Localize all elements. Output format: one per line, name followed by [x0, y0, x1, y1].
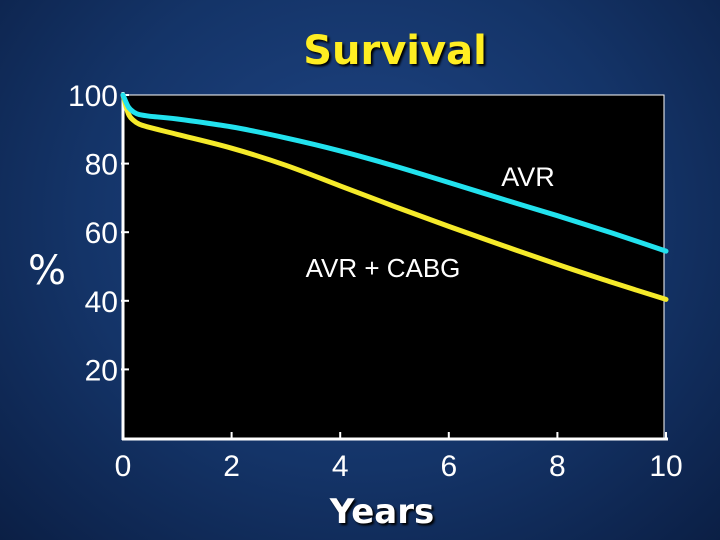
plot-area — [122, 94, 665, 439]
x-tick-label: 2 — [223, 450, 240, 483]
chart-title: Survival — [303, 28, 487, 74]
y-tick-label: 80 — [85, 149, 118, 182]
x-tick-label: 10 — [649, 450, 682, 483]
series-line-avr — [120, 92, 669, 254]
series-label-avr: AVR — [501, 162, 555, 192]
y-axis-label: % — [28, 248, 67, 294]
series-line-avr-cabg — [120, 92, 669, 302]
x-tick-label: 6 — [440, 450, 457, 483]
series-label-avr-cabg: AVR + CABG — [306, 253, 461, 283]
series-lines — [120, 92, 669, 302]
y-tick-label: 40 — [85, 286, 118, 319]
y-tick-label: 20 — [85, 354, 118, 387]
x-axis-label: Years — [329, 492, 435, 532]
x-tick-label: 4 — [332, 450, 349, 483]
axes: 0 2 4 6 8 10 20 40 60 80 100 — [68, 80, 683, 483]
y-tick-label: 100 — [68, 80, 118, 113]
series-labels: AVR AVR + CABG — [306, 162, 555, 283]
y-tick-label: 60 — [85, 217, 118, 250]
x-tick-label: 8 — [549, 450, 566, 483]
x-tick-label: 0 — [115, 450, 132, 483]
